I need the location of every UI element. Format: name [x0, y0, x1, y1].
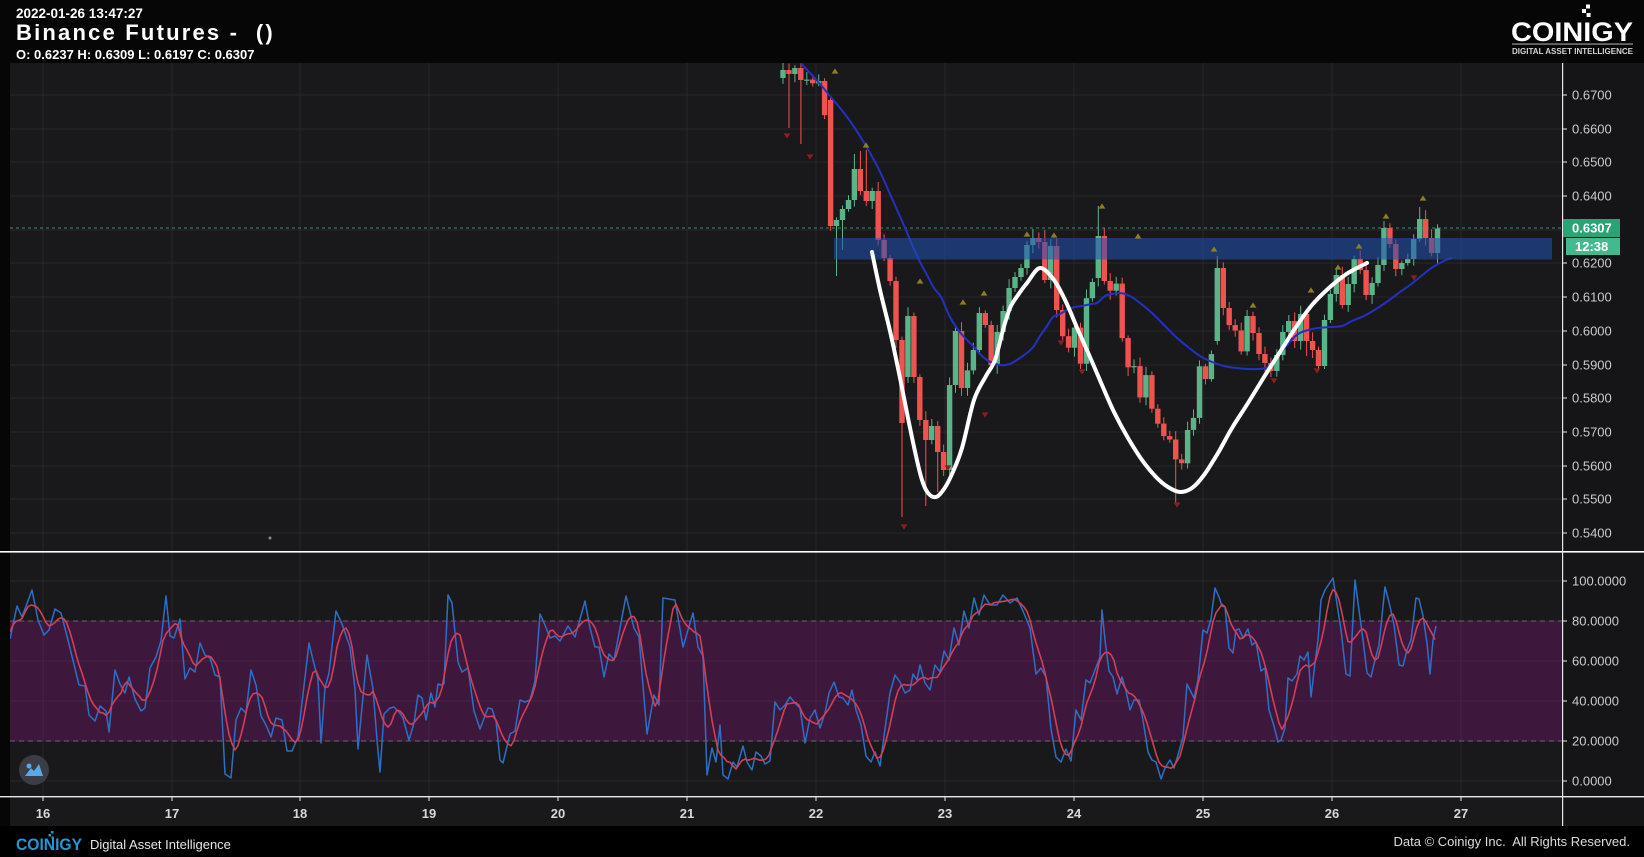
svg-text:22: 22: [809, 806, 823, 821]
svg-text:40.0000: 40.0000: [1572, 694, 1619, 709]
svg-text:0.6400: 0.6400: [1572, 189, 1612, 204]
svg-text:2022-01-26 13:47:27: 2022-01-26 13:47:27: [16, 6, 143, 21]
svg-text:0.6307: 0.6307: [1572, 221, 1612, 236]
svg-text:0.6000: 0.6000: [1572, 324, 1612, 339]
svg-text:Binance Futures - (): Binance Futures - (): [16, 20, 275, 45]
svg-text:16: 16: [36, 806, 50, 821]
svg-text:17: 17: [165, 806, 179, 821]
svg-text:COINIGY: COINIGY: [1511, 17, 1633, 47]
svg-text:0.6200: 0.6200: [1572, 256, 1612, 271]
svg-text:100.0000: 100.0000: [1572, 574, 1626, 589]
svg-text:12:38: 12:38: [1575, 239, 1608, 254]
svg-text:18: 18: [293, 806, 307, 821]
svg-text:0.6700: 0.6700: [1572, 88, 1612, 103]
svg-text:0.5500: 0.5500: [1572, 492, 1612, 507]
svg-text:23: 23: [938, 806, 952, 821]
svg-text:0.5800: 0.5800: [1572, 391, 1612, 406]
svg-text:80.0000: 80.0000: [1572, 614, 1619, 629]
svg-text:27: 27: [1454, 806, 1468, 821]
svg-text:0.6500: 0.6500: [1572, 155, 1612, 170]
svg-text:26: 26: [1325, 806, 1339, 821]
svg-text:19: 19: [422, 806, 436, 821]
svg-text:25: 25: [1196, 806, 1210, 821]
svg-text:0.5700: 0.5700: [1572, 425, 1612, 440]
svg-text:O: 0.6237 H: 0.6309 L: 0.6197: O: 0.6237 H: 0.6309 L: 0.6197 C: 0.6307: [16, 47, 254, 62]
svg-text:21: 21: [680, 806, 694, 821]
svg-text:0.5400: 0.5400: [1572, 526, 1612, 541]
svg-text:24: 24: [1067, 806, 1082, 821]
svg-text:Digital Asset Intelligence: Digital Asset Intelligence: [90, 837, 231, 852]
svg-text:DIGITAL ASSET INTELLIGENCE: DIGITAL ASSET INTELLIGENCE: [1512, 47, 1634, 56]
svg-text:0.6600: 0.6600: [1572, 122, 1612, 137]
svg-text:0.6100: 0.6100: [1572, 290, 1612, 305]
svg-text:0.0000: 0.0000: [1572, 774, 1612, 789]
svg-text:COINIGY: COINIGY: [16, 835, 83, 854]
svg-text:20: 20: [551, 806, 565, 821]
svg-text:20.0000: 20.0000: [1572, 734, 1619, 749]
svg-text:60.0000: 60.0000: [1572, 654, 1619, 669]
svg-text:Data © Coinigy Inc. All Right: Data © Coinigy Inc. All Rights Reserved.: [1394, 834, 1630, 849]
svg-text:0.5600: 0.5600: [1572, 459, 1612, 474]
svg-text:0.5900: 0.5900: [1572, 358, 1612, 373]
